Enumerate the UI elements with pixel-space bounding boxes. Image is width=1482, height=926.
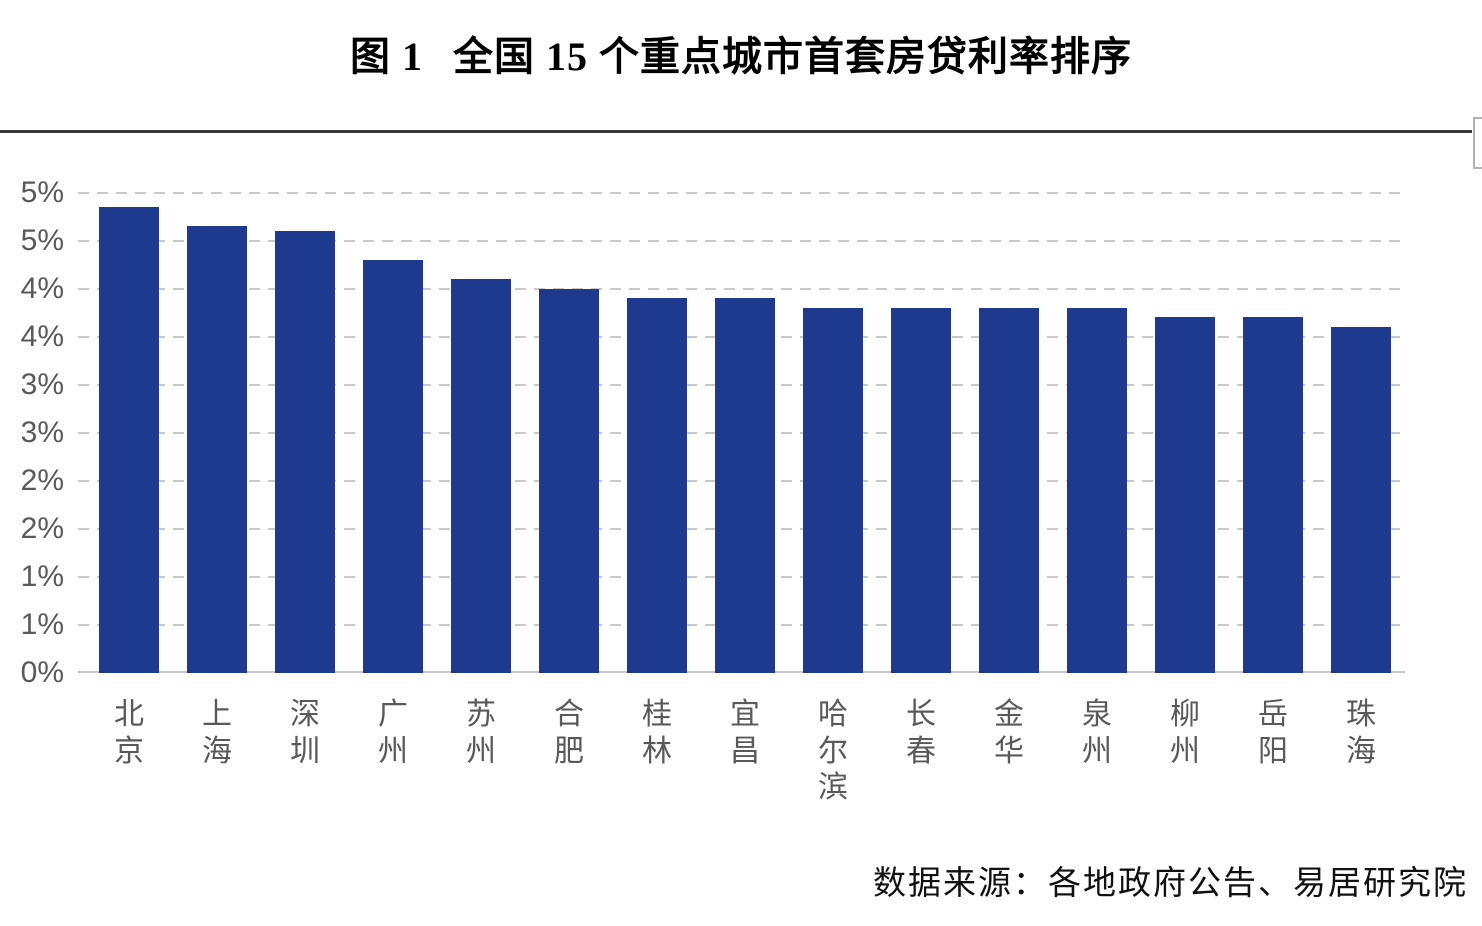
figure-title: 图 1 全国 15 个重点城市首套房贷利率排序	[0, 24, 1482, 82]
bar-4	[363, 259, 423, 673]
bar-11	[979, 307, 1039, 673]
y-tick-label-1: 1%	[20, 559, 64, 593]
x-tick-label-11: 金华	[965, 697, 1053, 770]
x-tick-label-text: 柳州	[1169, 698, 1200, 768]
x-tick-label-text: 深圳	[289, 698, 320, 768]
bar-14	[1243, 317, 1303, 673]
x-tick-label-4: 广州	[349, 697, 437, 770]
bar-1	[99, 206, 159, 673]
bar-6	[539, 288, 599, 673]
x-tick-label-text: 宜昌	[729, 698, 760, 768]
y-tick-label-3: 3%	[20, 367, 64, 401]
bar-5	[451, 279, 511, 673]
bar-9	[803, 307, 863, 673]
x-tick-label-12: 泉州	[1053, 697, 1141, 770]
x-tick-label-text: 苏州	[465, 698, 496, 768]
gridline-4	[78, 287, 1405, 290]
x-tick-label-10: 长春	[877, 697, 965, 770]
bar-10	[891, 307, 951, 673]
x-tick-label-9: 哈尔滨	[789, 697, 877, 807]
x-tick-label-8: 宜昌	[701, 697, 789, 770]
y-tick-label-1.5: 2%	[20, 511, 64, 545]
x-tick-label-5: 苏州	[437, 697, 525, 770]
x-tick-label-text: 广州	[377, 698, 408, 768]
x-tick-label-text: 长春	[905, 698, 936, 768]
gridline-5	[78, 191, 1405, 194]
y-tick-label-2: 2%	[20, 463, 64, 497]
x-tick-label-text: 岳阳	[1257, 698, 1288, 768]
y-tick-label-4.5: 5%	[20, 223, 64, 257]
y-tick-label-2.5: 3%	[20, 415, 64, 449]
bar-7	[627, 298, 687, 673]
y-tick-label-3.5: 4%	[20, 319, 64, 353]
y-tick-label-0.5: 1%	[20, 607, 64, 641]
data-source-note: 数据来源：各地政府公告、易居研究院	[873, 866, 1468, 902]
x-tick-label-text: 桂林	[641, 698, 672, 768]
x-tick-label-text: 合肥	[553, 698, 584, 768]
bar-2	[187, 226, 247, 673]
bar-3	[275, 230, 335, 673]
right-edge-bracket-icon	[1473, 117, 1482, 169]
x-tick-label-6: 合肥	[525, 697, 613, 770]
x-tick-label-13: 柳州	[1141, 697, 1229, 770]
x-tick-label-3: 深圳	[261, 697, 349, 770]
x-tick-label-14: 岳阳	[1229, 697, 1317, 770]
y-tick-label-0: 0%	[20, 656, 64, 689]
x-tick-label-text: 哈尔滨	[817, 698, 848, 805]
x-tick-label-text: 金华	[993, 698, 1024, 768]
x-tick-label-7: 桂林	[613, 697, 701, 770]
y-tick-label-5: 5%	[20, 175, 64, 209]
figure-title-text: 全国 15 个重点城市首套房贷利率排序	[453, 34, 1132, 79]
x-tick-label-text: 上海	[201, 698, 232, 768]
bar-12	[1067, 307, 1127, 673]
bar-13	[1155, 317, 1215, 673]
gridline-4.5	[78, 239, 1405, 242]
x-tick-label-text: 珠海	[1345, 698, 1376, 768]
y-tick-label-4: 4%	[20, 271, 64, 305]
bar-chart-plot-area: 5% 5% 4% 4% 3% 3% 2% 2% 1% 1% 0% 北京 上海 深圳 广州 苏州 合肥 桂林 宜昌 哈尔…	[21, 150, 1405, 804]
bar-8	[715, 298, 775, 673]
x-tick-label-1: 北京	[85, 697, 173, 770]
x-tick-label-15: 珠海	[1317, 697, 1405, 770]
x-tick-label-text: 泉州	[1081, 698, 1112, 768]
horizontal-rule	[0, 130, 1472, 133]
x-tick-label-2: 上海	[173, 697, 261, 770]
x-tick-label-text: 北京	[113, 698, 144, 768]
figure-number-label: 图 1	[350, 34, 423, 79]
bar-15	[1331, 327, 1391, 673]
